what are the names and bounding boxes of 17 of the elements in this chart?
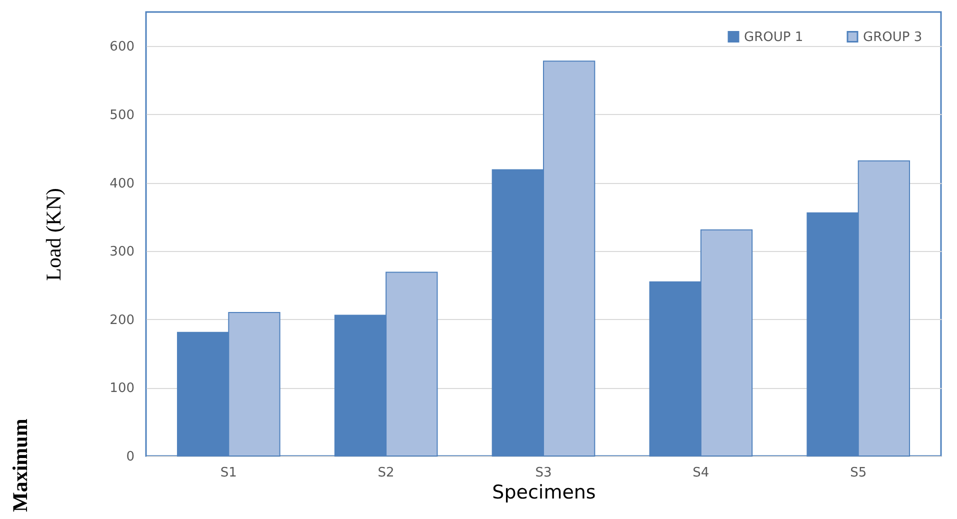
text: Maximum [8,418,32,512]
y-tick-label: 400 [110,176,134,192]
legend-label: GROUP 3 [863,30,922,45]
x-tick-label: S4 [692,466,710,480]
y-tick-label: 300 [110,244,134,260]
y-tick-label: 600 [110,40,134,55]
x-tick-label: S1 [220,466,237,480]
y-tick-label: 100 [110,381,134,396]
y-axis-title: Load (KN) [42,188,66,281]
y-tick-label: 500 [110,108,134,123]
legend-label: GROUP 1 [744,30,804,45]
x-tick-label: S5 [850,466,867,480]
y-tick-label: 0 [126,450,134,464]
x-tick-label: S2 [378,466,394,480]
x-axis-title: Specimens [492,482,596,504]
x-tick-label: S3 [535,466,552,480]
y-tick-label: 200 [110,312,134,328]
